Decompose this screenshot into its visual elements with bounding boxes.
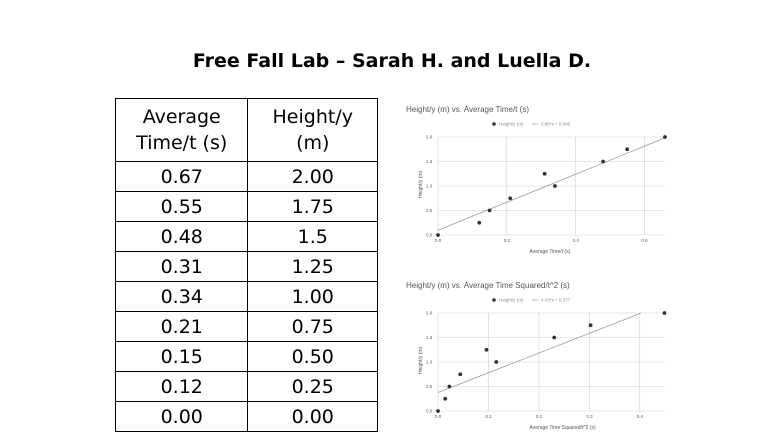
data-point	[588, 323, 593, 328]
data-point	[662, 311, 667, 315]
x-tick-label: 0.0	[435, 414, 442, 419]
cell-time: 0.67	[114, 161, 249, 192]
data-point	[443, 396, 448, 401]
x-tick-label: 0.2	[536, 414, 543, 419]
header-height: Height/y (m)	[247, 98, 378, 162]
cell-time: 0.12	[114, 371, 249, 402]
data-point	[542, 171, 547, 176]
cell-time: 0.34	[114, 281, 249, 312]
cell-height: 0.25	[247, 371, 378, 402]
x-tick-label: 0.4	[637, 414, 644, 419]
legend-trend-label: 4.03*x + 0.377	[541, 298, 571, 303]
y-tick-label: 0.0	[426, 233, 433, 238]
data-point	[436, 409, 440, 413]
y-tick-label: 2.0	[426, 311, 433, 316]
cell-height: 0.50	[247, 341, 378, 372]
x-axis-label: Average Time/t (s)	[530, 249, 571, 255]
chart-title: Height/y (m) vs. Average Time/t (s)	[406, 105, 529, 114]
cell-height: 2.00	[247, 161, 378, 192]
data-point	[553, 184, 557, 188]
table-row: 0.48 1.5	[114, 221, 378, 252]
data-point	[447, 384, 452, 389]
y-tick-label: 1.5	[426, 159, 433, 164]
y-axis-label: Height/y (m)	[418, 346, 424, 374]
legend-marker	[492, 122, 496, 126]
data-point	[508, 196, 513, 201]
trendline	[437, 312, 642, 393]
legend-series-label: Height/y (m)	[499, 122, 524, 127]
cell-height: 1.25	[247, 251, 378, 282]
y-tick-label: 0.5	[426, 384, 433, 389]
page-title: Free Fall Lab – Sarah H. and Luella D.	[192, 50, 592, 72]
table-row: 0.31 1.25	[114, 251, 378, 282]
data-table: Average Time/t (s) Height/y (m) 0.67 2.00…	[114, 98, 378, 432]
data-point	[436, 233, 440, 237]
y-tick-label: 2.0	[426, 135, 433, 140]
y-tick-label: 0.5	[426, 208, 433, 213]
data-point	[484, 347, 489, 352]
x-tick-label: 0.3	[586, 414, 593, 419]
x-tick-label: 0.4	[573, 238, 580, 243]
table-row: 0.55 1.75	[114, 191, 378, 222]
y-tick-label: 1.5	[426, 335, 433, 340]
data-point	[487, 208, 492, 213]
cell-time: 0.21	[114, 311, 249, 342]
data-point	[601, 159, 605, 164]
cell-time: 0.48	[114, 221, 249, 252]
cell-height: 1.00	[247, 281, 378, 312]
cell-time: 0.00	[114, 401, 249, 432]
y-tick-label: 1.0	[426, 360, 433, 365]
y-tick-label: 1.0	[426, 184, 433, 189]
data-point	[625, 147, 630, 152]
data-point	[458, 372, 463, 377]
data-point	[494, 360, 499, 364]
data-point	[663, 135, 667, 139]
table-row: 0.21 0.75	[114, 311, 378, 342]
table-row: 0.00 0.00	[114, 401, 378, 432]
table-header-row: Average Time/t (s) Height/y (m)	[114, 98, 378, 162]
cell-height: 0.75	[247, 311, 378, 342]
chart-title: Height/y (m) vs. Average Time Squared/t^…	[406, 281, 570, 290]
data-point	[477, 220, 482, 225]
x-tick-label: 0.1	[485, 414, 492, 419]
y-axis-label: Height/y (m)	[418, 170, 424, 198]
table-row: 0.12 0.25	[114, 371, 378, 402]
x-tick-label: 0.2	[504, 238, 511, 243]
cell-time: 0.31	[114, 251, 249, 282]
y-tick-label: 0.0	[426, 409, 433, 414]
cell-height: 1.5	[247, 221, 378, 252]
cell-height: 1.75	[247, 191, 378, 222]
table-row: 0.15 0.50	[114, 341, 378, 372]
cell-time: 0.55	[114, 191, 249, 222]
chart-height-vs-time-squared: Height/y (m) vs. Average Time Squared/t^…	[406, 281, 667, 431]
data-point	[552, 335, 557, 340]
x-axis-label: Average Time Squared/t^2 (s)	[530, 425, 597, 431]
cell-height: 0.00	[247, 401, 378, 432]
table-row: 0.34 1.00	[114, 281, 378, 312]
trendline	[437, 137, 666, 231]
chart-height-vs-time: Height/y (m) vs. Average Time/t (s) Heigh…	[406, 105, 667, 255]
table-row: 0.67 2.00	[114, 161, 378, 192]
x-tick-label: 0.6	[641, 238, 648, 243]
header-time: Average Time/t (s)	[114, 98, 249, 162]
legend-series-label: Height/y (m)	[499, 298, 524, 303]
x-tick-label: 0.0	[435, 238, 442, 243]
legend-marker	[492, 298, 496, 302]
cell-time: 0.15	[114, 341, 249, 372]
legend-trend-label: 2.86*x + 0.096	[541, 122, 571, 127]
